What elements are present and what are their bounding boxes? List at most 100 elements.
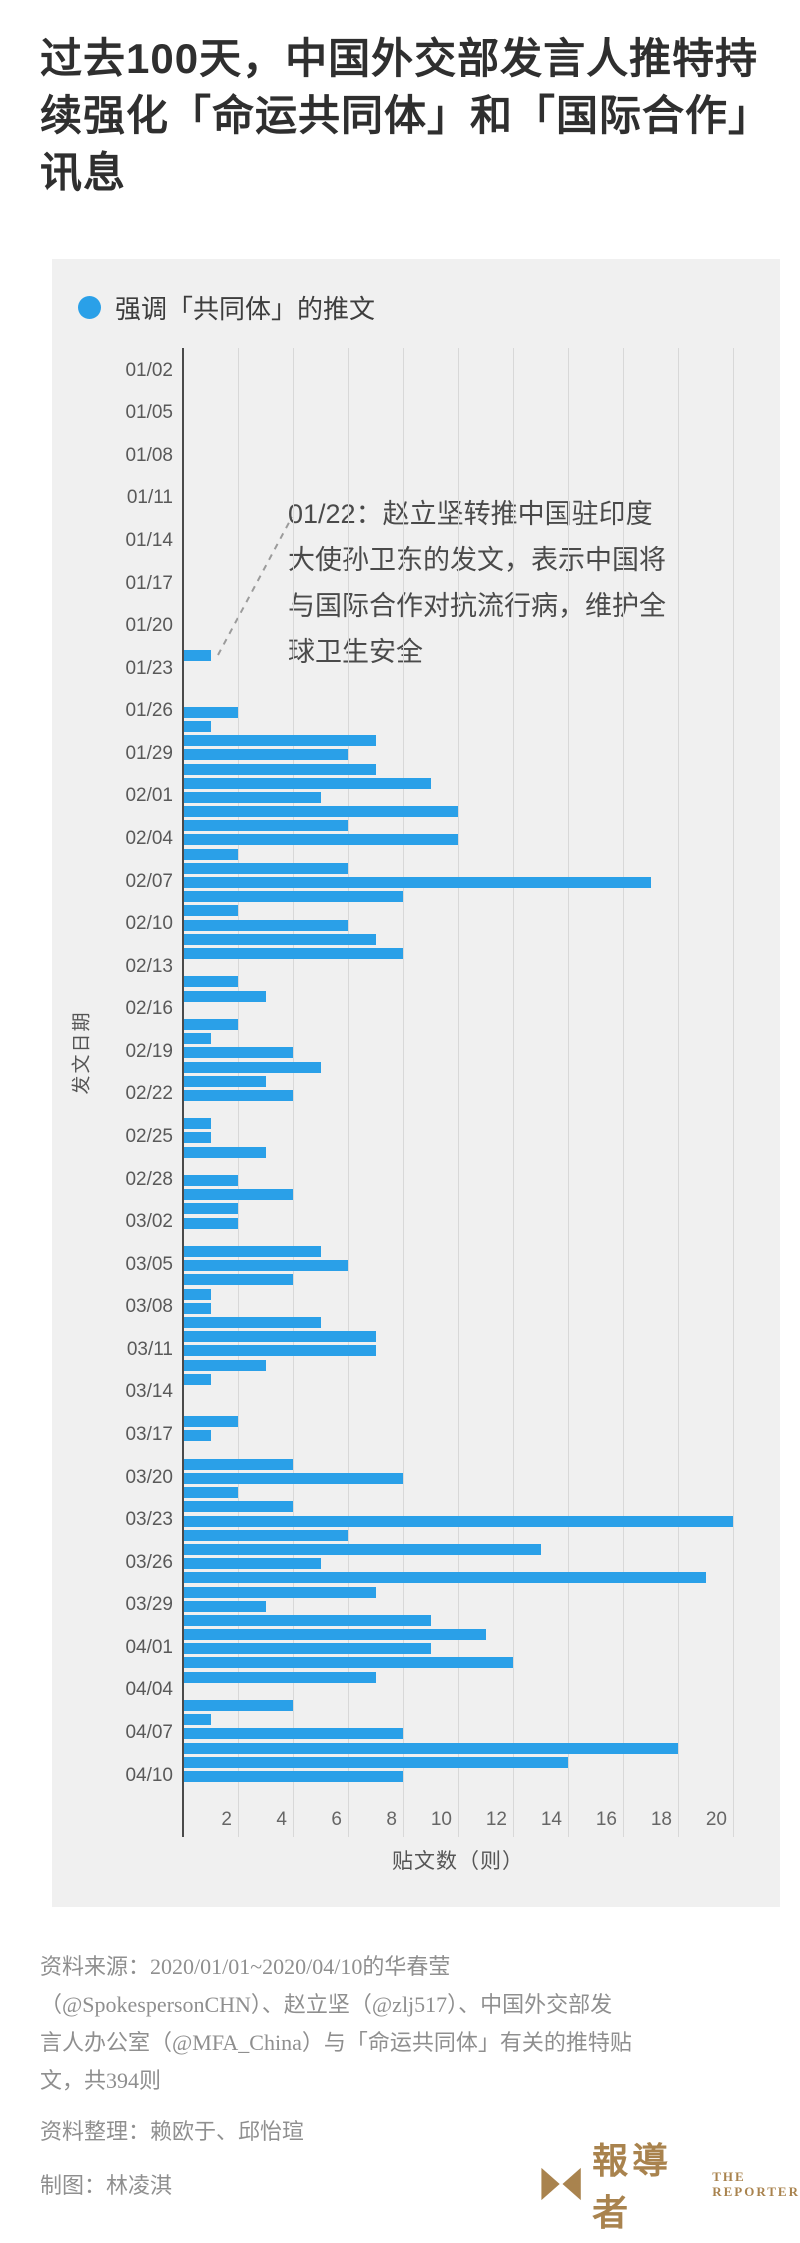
bar-01-22 bbox=[184, 650, 211, 661]
ytick-01-29: 01/29 bbox=[125, 742, 173, 764]
bar-04-06 bbox=[184, 1714, 211, 1726]
bar-03-11 bbox=[184, 1345, 376, 1357]
bar-04-02 bbox=[184, 1657, 513, 1669]
bar-02-02 bbox=[184, 806, 458, 818]
ytick-03-14: 03/14 bbox=[125, 1381, 173, 1403]
bar-03-30 bbox=[184, 1614, 431, 1626]
chart-credit: 制图：林凌淇 bbox=[40, 2173, 173, 2198]
source-line: 言人办公室（@MFA_China）与「命运共同体」有关的推特贴 bbox=[40, 2030, 632, 2055]
ytick-03-05: 03/05 bbox=[125, 1253, 173, 1275]
xtick-6: 6 bbox=[331, 1809, 342, 1830]
ytick-02-16: 02/16 bbox=[125, 998, 173, 1020]
ytick-01-05: 01/05 bbox=[125, 402, 173, 424]
ytick-04-04: 04/04 bbox=[125, 1679, 173, 1701]
bar-02-19 bbox=[184, 1047, 293, 1059]
gridline-x12 bbox=[513, 348, 514, 1837]
bar-02-26 bbox=[184, 1146, 266, 1158]
annotation-connector-line bbox=[217, 516, 293, 656]
xtick-4: 4 bbox=[276, 1809, 287, 1830]
source-line: （@SpokespersonCHN）、赵立坚（@zlj517）、中国外交部发 bbox=[40, 1992, 613, 2017]
y-axis-line bbox=[182, 348, 184, 1837]
bar-04-03 bbox=[184, 1671, 376, 1683]
bar-03-21 bbox=[184, 1487, 238, 1499]
bar-02-08 bbox=[184, 891, 403, 903]
bar-03-10 bbox=[184, 1331, 376, 1343]
ytick-02-28: 02/28 bbox=[125, 1168, 173, 1190]
bar-03-27 bbox=[184, 1572, 706, 1584]
ytick-01-02: 01/02 bbox=[125, 359, 173, 381]
bar-01-30 bbox=[184, 763, 376, 775]
bar-02-25 bbox=[184, 1132, 211, 1144]
bar-02-12 bbox=[184, 947, 403, 959]
page-title: 过去100天，中国外交部发言人推特持续强化「命运共同体」和「国际合作」讯息 bbox=[40, 35, 759, 196]
bar-03-26 bbox=[184, 1558, 321, 1570]
ytick-04-10: 04/10 bbox=[125, 1764, 173, 1786]
bar-01-28 bbox=[184, 735, 376, 747]
ytick-02-07: 02/07 bbox=[125, 870, 173, 892]
xtick-8: 8 bbox=[386, 1809, 397, 1830]
bar-02-22 bbox=[184, 1089, 293, 1101]
bar-03-28 bbox=[184, 1586, 376, 1598]
annotation-line: 01/22：赵立坚转推中国驻印度 bbox=[288, 499, 653, 529]
xtick-16: 16 bbox=[595, 1809, 617, 1830]
gridline-x14 bbox=[568, 348, 569, 1837]
legend-dot-icon bbox=[78, 296, 101, 319]
bar-03-13 bbox=[184, 1373, 211, 1385]
bar-03-12 bbox=[184, 1359, 266, 1371]
ytick-02-19: 02/19 bbox=[125, 1040, 173, 1062]
ytick-03-08: 03/08 bbox=[125, 1296, 173, 1318]
ytick-03-02: 03/02 bbox=[125, 1211, 173, 1233]
bar-03-19 bbox=[184, 1458, 293, 1470]
bar-04-05 bbox=[184, 1700, 293, 1712]
bar-03-23 bbox=[184, 1515, 733, 1527]
bar-03-01 bbox=[184, 1203, 238, 1215]
bar-03-17 bbox=[184, 1430, 211, 1442]
legend-label: 强调「共同体」的推文 bbox=[115, 294, 376, 324]
xtick-2: 2 bbox=[221, 1809, 232, 1830]
ytick-02-13: 02/13 bbox=[125, 955, 173, 977]
bar-03-31 bbox=[184, 1629, 486, 1641]
bar-02-15 bbox=[184, 990, 266, 1002]
bar-03-20 bbox=[184, 1473, 403, 1485]
ytick-04-07: 04/07 bbox=[125, 1721, 173, 1743]
bar-03-16 bbox=[184, 1416, 238, 1428]
bar-02-06 bbox=[184, 862, 348, 874]
source-line: 资料来源：2020/01/01~2020/04/10的华春莹 bbox=[40, 1954, 451, 1979]
ytick-01-11: 01/11 bbox=[126, 487, 173, 509]
bar-02-20 bbox=[184, 1061, 321, 1073]
bar-02-05 bbox=[184, 848, 238, 860]
gridline-x10 bbox=[458, 348, 459, 1837]
chart-legend: 强调「共同体」的推文 bbox=[78, 289, 375, 326]
gridline-x20 bbox=[733, 348, 734, 1837]
bar-03-07 bbox=[184, 1288, 211, 1300]
bar-02-07 bbox=[184, 877, 651, 889]
xtick-18: 18 bbox=[650, 1809, 672, 1830]
ytick-03-26: 03/26 bbox=[125, 1551, 173, 1573]
bar-03-24 bbox=[184, 1529, 348, 1541]
ytick-03-17: 03/17 bbox=[125, 1423, 173, 1445]
bar-02-14 bbox=[184, 976, 238, 988]
bar-03-09 bbox=[184, 1316, 321, 1328]
bar-02-03 bbox=[184, 820, 348, 832]
source-note: 资料来源：2020/01/01~2020/04/10的华春莹 （@Spokesp… bbox=[40, 1948, 760, 2100]
reporter-logo-en: THE REPORTER bbox=[712, 2169, 800, 2199]
xtick-12: 12 bbox=[485, 1809, 507, 1830]
reporter-logo: 報導者 THE REPORTER bbox=[540, 2132, 800, 2236]
xtick-14: 14 bbox=[540, 1809, 562, 1830]
bar-04-10 bbox=[184, 1771, 403, 1782]
bar-02-01 bbox=[184, 791, 321, 803]
ytick-03-11: 03/11 bbox=[126, 1338, 173, 1360]
bar-02-09 bbox=[184, 905, 238, 917]
annotation-line: 大使孙卫东的发文，表示中国将 bbox=[288, 545, 666, 575]
bar-02-24 bbox=[184, 1118, 211, 1130]
ytick-01-23: 01/23 bbox=[125, 657, 173, 679]
source-line: 文，共394则 bbox=[40, 2068, 162, 2093]
gridline-x8 bbox=[403, 348, 404, 1837]
gridline-x18 bbox=[678, 348, 679, 1837]
bar-01-27 bbox=[184, 720, 211, 732]
bar-03-08 bbox=[184, 1302, 211, 1314]
gridline-x6 bbox=[348, 348, 349, 1837]
ytick-01-14: 01/14 bbox=[125, 529, 173, 551]
bar-03-25 bbox=[184, 1543, 541, 1555]
bar-02-21 bbox=[184, 1075, 266, 1087]
